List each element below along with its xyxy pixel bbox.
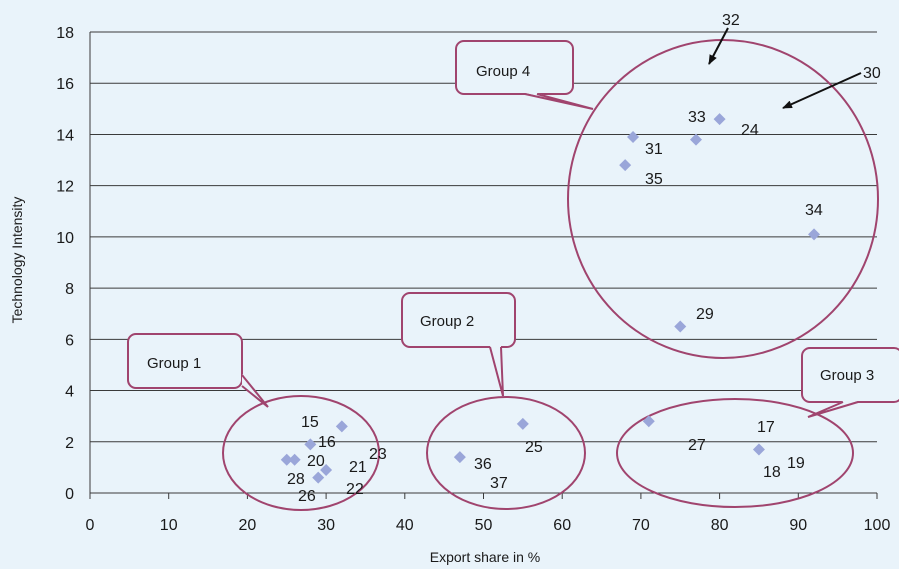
group-label: Group 3 — [820, 367, 874, 384]
callout-tail — [524, 93, 594, 110]
point-label: 21 — [349, 459, 367, 476]
point-label: 24 — [741, 122, 759, 139]
data-point — [288, 453, 301, 466]
group-label: Group 2 — [420, 313, 474, 330]
point-label: 18 — [763, 464, 781, 481]
point-label: 26 — [298, 488, 316, 505]
x-tick-label: 50 — [475, 517, 493, 534]
callout-tail — [489, 346, 504, 397]
point-label: 27 — [688, 437, 706, 454]
data-point — [312, 471, 325, 484]
point-label: 16 — [318, 434, 336, 451]
point-label: 20 — [307, 453, 325, 470]
group-ellipse — [426, 396, 586, 510]
x-tick-label: 40 — [396, 517, 414, 534]
y-tick-label: 12 — [56, 179, 74, 196]
group-ellipse — [567, 39, 879, 359]
data-point — [304, 438, 317, 451]
y-tick-label: 8 — [65, 281, 74, 298]
y-tick-label: 18 — [56, 25, 74, 42]
data-point — [320, 463, 333, 476]
group-label: Group 4 — [476, 63, 530, 80]
data-point — [808, 228, 821, 241]
x-tick-label: 30 — [317, 517, 335, 534]
point-label: 35 — [645, 171, 663, 188]
y-tick-label: 16 — [56, 76, 74, 93]
x-tick-label: 80 — [711, 517, 729, 534]
point-label: 29 — [696, 306, 714, 323]
point-label: 19 — [787, 455, 805, 472]
y-tick-label: 2 — [65, 435, 74, 452]
x-tick-label: 0 — [86, 517, 95, 534]
x-tick-label: 20 — [239, 517, 257, 534]
point-label: 15 — [301, 414, 319, 431]
y-tick-label: 0 — [65, 486, 74, 503]
point-label: 31 — [645, 141, 663, 158]
y-tick-label: 14 — [56, 127, 74, 144]
x-tick-label: 90 — [789, 517, 807, 534]
callout-box — [127, 333, 243, 389]
data-point — [674, 320, 687, 333]
x-tick-label: 100 — [864, 517, 891, 534]
group-ellipse — [222, 395, 380, 511]
data-point — [516, 417, 529, 430]
arrow — [708, 27, 729, 65]
data-point — [335, 420, 348, 433]
point-label: 36 — [474, 456, 492, 473]
data-point — [752, 443, 765, 456]
x-tick-label: 10 — [160, 517, 178, 534]
group-ellipses — [222, 39, 879, 511]
point-label: 28 — [287, 471, 305, 488]
point-label: 22 — [346, 481, 364, 498]
callout-box — [401, 292, 516, 348]
data-point — [280, 453, 293, 466]
group-label: Group 1 — [147, 355, 201, 372]
group-callouts: Group 1 Group 2 Group 3 Group 4 — [127, 40, 899, 418]
y-tick-label: 6 — [65, 332, 74, 349]
callout-box — [455, 40, 574, 95]
data-point — [642, 415, 655, 428]
point-label: 23 — [369, 446, 387, 463]
callout-tail — [807, 401, 859, 418]
x-tick-label: 60 — [553, 517, 571, 534]
point-label: 32 — [722, 12, 740, 29]
point-label: 25 — [525, 439, 543, 456]
point-label: 17 — [757, 419, 775, 436]
arrow — [782, 72, 862, 109]
data-point — [689, 133, 702, 146]
callout-tail — [241, 374, 269, 408]
group-ellipse — [616, 398, 854, 508]
annotation-arrows — [708, 27, 862, 109]
y-axis-title: Technology Intensity — [9, 197, 25, 324]
point-label: 37 — [490, 475, 508, 492]
x-axis-title: Export share in % — [430, 549, 541, 565]
data-point — [627, 131, 640, 144]
point-label: 30 — [863, 65, 881, 82]
y-tick-label: 10 — [56, 230, 74, 247]
y-tick-label: 4 — [65, 384, 74, 401]
point-label: 34 — [805, 202, 823, 219]
data-point — [453, 451, 466, 464]
x-tick-label: 70 — [632, 517, 650, 534]
data-point — [713, 113, 726, 126]
data-points — [280, 113, 821, 484]
point-label: 33 — [688, 109, 706, 126]
data-point — [619, 159, 632, 172]
